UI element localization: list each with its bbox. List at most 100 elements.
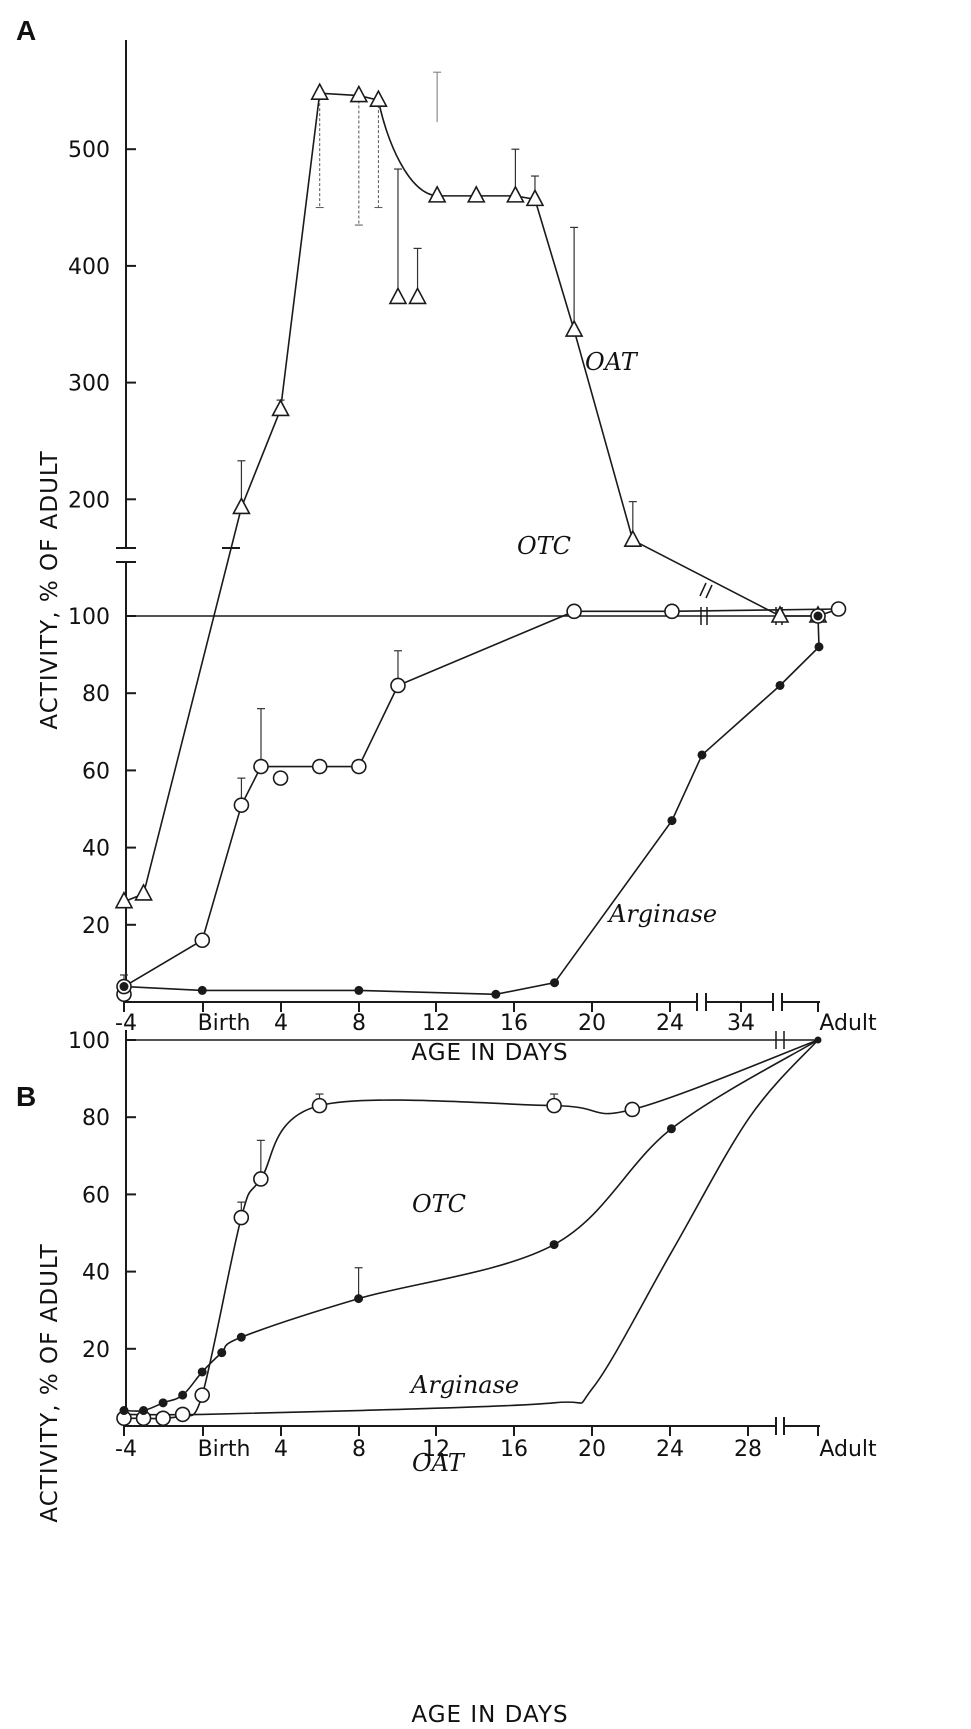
arginase-marker (549, 1240, 559, 1250)
x-tick-label: Birth (198, 1437, 251, 1462)
panel-a-label-otc: OTC (517, 532, 571, 560)
oat-marker (506, 185, 525, 203)
panel-b-x-axis-title: AGE IN DAYS (411, 1702, 568, 1728)
panel-a-x-axis-title: AGE IN DAYS (411, 1040, 568, 1066)
y-tick-label: 400 (68, 255, 110, 280)
y-tick-label: 80 (82, 682, 110, 707)
x-tick-label: 24 (656, 1437, 684, 1462)
panel-b-x-ticks: -4 Birth 4 8 12 16 20 24 28 Adult (115, 1426, 877, 1462)
panel-a-label-arginase: Arginase (607, 900, 717, 928)
arginase-marker (550, 978, 560, 988)
panel-b-y-axis-title: ACTIVITY, % OF ADULT (37, 1243, 63, 1522)
arginase-marker (775, 680, 785, 690)
otc-marker (233, 1209, 250, 1226)
otc-marker (272, 770, 289, 786)
otc-marker (546, 1097, 562, 1114)
y-tick-label: 60 (82, 759, 110, 784)
arginase-marker (667, 816, 677, 826)
panel-a-error-bars (120, 71, 637, 987)
oat-marker (408, 286, 427, 305)
arginase-marker (119, 1406, 129, 1416)
panel-b-label-oat: OAT (412, 1449, 466, 1477)
oat-marker (134, 883, 153, 901)
oat-line (123, 1039, 819, 1416)
oat-marker (525, 188, 545, 207)
x-tick-label: 12 (422, 1011, 450, 1036)
otc-marker (155, 1410, 171, 1427)
otc-marker (253, 1171, 269, 1187)
oat-line (123, 92, 818, 903)
y-tick-label: 100 (68, 1029, 110, 1054)
x-tick-label: 12 (422, 1437, 450, 1462)
panel-a-series-lines (123, 92, 839, 996)
panel-b-y-ticks: 20 40 60 80 100 (68, 1029, 136, 1363)
y-tick-label: 60 (82, 1183, 110, 1208)
x-tick-label: 4 (274, 1437, 288, 1462)
y-tick-label: 200 (68, 488, 110, 513)
panel-a-letter: A (16, 15, 36, 46)
y-tick-label: 500 (68, 138, 110, 163)
arginase-marker (666, 1124, 676, 1134)
arginase-marker (217, 1348, 227, 1358)
x-tick-label: 20 (578, 1437, 606, 1462)
otc-marker (233, 797, 250, 813)
adult-endpoint (814, 612, 822, 620)
oat-marker (349, 84, 369, 103)
y-tick-label: 300 (68, 372, 110, 397)
otc-line (123, 1039, 819, 1420)
arginase-marker (139, 1406, 149, 1416)
panel-b: B -4 Birth 4 8 12 16 20 24 28 Adult 20 40 60 80 100 A… (16, 1029, 877, 1728)
x-tick-label: Adult (819, 1011, 877, 1036)
oat-marker (466, 185, 486, 203)
panel-b-label-arginase: Arginase (409, 1371, 519, 1399)
y-tick-label: 40 (82, 1261, 110, 1286)
panel-a: A -4 Birth 4 8 12 16 20 24 34 Adult 2040608010020… (16, 15, 877, 1066)
arginase-marker (814, 642, 824, 652)
x-tick-label: -4 (115, 1437, 137, 1462)
oat-marker (271, 398, 290, 417)
x-tick-label: 24 (656, 1011, 684, 1036)
panel-b-letter: B (16, 1081, 36, 1112)
x-tick-label: 16 (500, 1011, 528, 1036)
otc-marker (253, 758, 269, 775)
x-tick-label: 20 (578, 1011, 606, 1036)
otc-marker (351, 758, 367, 775)
panel-a-label-oat: OAT (585, 348, 639, 376)
otc-marker (311, 758, 328, 775)
panel-a-markers (114, 82, 847, 1003)
panel-b-markers (116, 1036, 822, 1427)
oat-marker (310, 82, 330, 100)
arginase-marker (197, 1367, 207, 1377)
x-tick-label: 4 (274, 1011, 288, 1036)
y-tick-label: 40 (82, 837, 110, 862)
x-tick-label: -4 (115, 1011, 137, 1036)
panel-b-series-lines (123, 1039, 819, 1420)
panel-a-axes (116, 40, 820, 1011)
otc-line (123, 608, 839, 995)
panel-a-y-ticks: 20 40 60 80 100 200 300 400 500 (68, 138, 136, 939)
arginase-marker (697, 750, 707, 760)
x-tick-label: 16 (500, 1437, 528, 1462)
oat-marker (232, 496, 251, 515)
otc-marker (566, 603, 582, 620)
oat-marker (388, 286, 408, 305)
x-tick-label: Birth (198, 1011, 251, 1036)
y-tick-label: 80 (82, 1106, 110, 1131)
y-tick-label: 100 (68, 605, 110, 630)
arginase-line (123, 1039, 819, 1412)
otc-marker (194, 932, 211, 949)
panel-b-label-otc: OTC (412, 1190, 466, 1218)
oat-marker (369, 89, 388, 107)
oat-marker (770, 605, 790, 623)
otc-marker (311, 1097, 328, 1114)
arginase-marker (158, 1398, 168, 1408)
arginase-marker (491, 989, 501, 999)
otc-marker (174, 1406, 191, 1423)
line-break-mark (699, 582, 707, 597)
line-break-mark (705, 584, 713, 599)
arginase-marker (197, 985, 207, 995)
x-tick-label: 34 (727, 1011, 755, 1036)
panel-b-error-bars (237, 1093, 559, 1299)
adult-endpoint (814, 1036, 822, 1044)
